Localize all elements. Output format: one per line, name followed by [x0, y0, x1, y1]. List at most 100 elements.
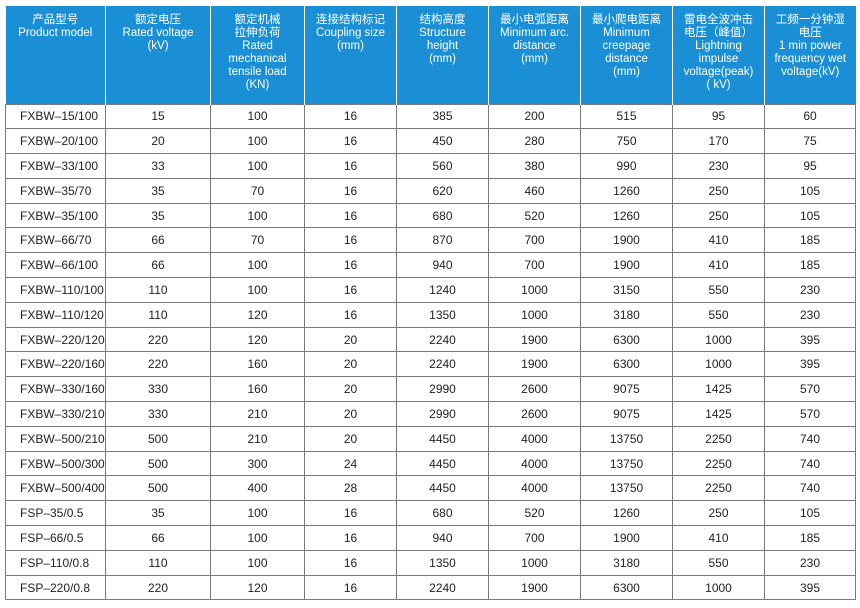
table-row: FSP–110/0.8 110 100 16 1350 1000 3180 550 230: [5, 549, 856, 576]
cell-lightning-impulse: 2250: [672, 450, 765, 477]
cell-model: FSP–110/0.8: [5, 549, 106, 576]
cell-lightning-impulse: 550: [672, 277, 765, 303]
cell-structure-height: 2240: [396, 351, 489, 378]
cell-lightning-impulse: 550: [672, 549, 765, 576]
header-rated-voltage: 额定电压 Rated voltage (kV): [105, 6, 211, 104]
cell-structure-height: 1240: [396, 277, 489, 303]
table-body: FXBW–15/100 15 100 16 385 200 515 95 60 FXBW–20/1…: [5, 103, 856, 601]
cell-model: FXBW–220/120: [5, 326, 106, 353]
cell-tensile-load: 400: [210, 475, 305, 502]
table-row: FXBW–330/160 330 160 20 2990 2600 9075 1425 570: [5, 376, 856, 403]
cell-arc-distance: 520: [488, 500, 581, 527]
cell-coupling-size: 16: [304, 103, 397, 130]
cell-lightning-impulse: 410: [672, 252, 765, 279]
cell-rated-voltage: 220: [105, 351, 211, 378]
header-lightning-impulse: 雷电全波冲击 电压（峰值） Lightning impulse voltage(…: [672, 6, 765, 104]
cell-arc-distance: 1000: [488, 549, 581, 576]
cell-structure-height: 2990: [396, 376, 489, 403]
cell-coupling-size: 20: [304, 376, 397, 403]
cell-creepage-distance: 1260: [580, 177, 673, 204]
cell-rated-voltage: 500: [105, 425, 211, 452]
cell-lightning-impulse: 550: [672, 301, 765, 328]
cell-model: FXBW–500/400: [5, 475, 106, 502]
cell-rated-voltage: 35: [105, 177, 211, 204]
cell-creepage-distance: 6300: [580, 326, 673, 353]
cell-tensile-load: 210: [210, 425, 305, 452]
cell-wet-voltage: 105: [764, 202, 856, 229]
cell-rated-voltage: 500: [105, 450, 211, 477]
cell-wet-voltage: 570: [764, 376, 856, 403]
table-row: FXBW–220/160 220 160 20 2240 1900 6300 1000 395: [5, 351, 856, 378]
cell-structure-height: 560: [396, 153, 489, 179]
table-row: FXBW–330/210 330 210 20 2990 2600 9075 1425 570: [5, 401, 856, 427]
cell-tensile-load: 210: [210, 401, 305, 427]
cell-tensile-load: 160: [210, 351, 305, 378]
cell-creepage-distance: 1260: [580, 500, 673, 527]
table-header: 产品型号 Product model 额定电压 Rated voltage (k…: [5, 6, 856, 104]
cell-creepage-distance: 3150: [580, 277, 673, 303]
table-row: FSP–66/0.5 66 100 16 940 700 1900 410 185: [5, 525, 856, 551]
cell-lightning-impulse: 1000: [672, 574, 765, 601]
cell-arc-distance: 1900: [488, 326, 581, 353]
cell-arc-distance: 700: [488, 252, 581, 279]
cell-coupling-size: 16: [304, 153, 397, 179]
cell-coupling-size: 20: [304, 425, 397, 452]
cell-tensile-load: 100: [210, 202, 305, 229]
cell-tensile-load: 100: [210, 252, 305, 279]
cell-arc-distance: 700: [488, 525, 581, 551]
table-row: FXBW–33/100 33 100 16 560 380 990 230 95: [5, 153, 856, 179]
table-row: FXBW–220/120 220 120 20 2240 1900 6300 1000 395: [5, 326, 856, 353]
cell-arc-distance: 1900: [488, 574, 581, 601]
cell-rated-voltage: 35: [105, 500, 211, 527]
cell-coupling-size: 16: [304, 202, 397, 229]
cell-coupling-size: 28: [304, 475, 397, 502]
cell-lightning-impulse: 230: [672, 153, 765, 179]
cell-structure-height: 680: [396, 202, 489, 229]
cell-model: FSP–66/0.5: [5, 525, 106, 551]
cell-arc-distance: 280: [488, 128, 581, 155]
cell-rated-voltage: 110: [105, 301, 211, 328]
cell-model: FXBW–66/100: [5, 252, 106, 279]
cell-structure-height: 620: [396, 177, 489, 204]
table-row: FXBW–35/100 35 100 16 680 520 1260 250 105: [5, 202, 856, 229]
cell-wet-voltage: 230: [764, 277, 856, 303]
cell-tensile-load: 100: [210, 500, 305, 527]
cell-tensile-load: 120: [210, 326, 305, 353]
cell-wet-voltage: 105: [764, 177, 856, 204]
cell-wet-voltage: 395: [764, 351, 856, 378]
cell-wet-voltage: 740: [764, 425, 856, 452]
cell-lightning-impulse: 95: [672, 103, 765, 130]
cell-rated-voltage: 66: [105, 227, 211, 254]
cell-wet-voltage: 185: [764, 252, 856, 279]
cell-arc-distance: 2600: [488, 376, 581, 403]
cell-creepage-distance: 6300: [580, 574, 673, 601]
cell-coupling-size: 16: [304, 128, 397, 155]
cell-rated-voltage: 110: [105, 549, 211, 576]
cell-wet-voltage: 185: [764, 227, 856, 254]
header-creepage-distance: 最小爬电距离 Minimum creepage distance (mm): [580, 6, 673, 104]
cell-structure-height: 385: [396, 103, 489, 130]
spec-table: 产品型号 Product model 额定电压 Rated voltage (k…: [5, 6, 856, 601]
cell-coupling-size: 16: [304, 227, 397, 254]
cell-wet-voltage: 60: [764, 103, 856, 130]
cell-creepage-distance: 515: [580, 103, 673, 130]
cell-structure-height: 2240: [396, 574, 489, 601]
cell-model: FSP–35/0.5: [5, 500, 106, 527]
cell-creepage-distance: 1900: [580, 227, 673, 254]
cell-tensile-load: 160: [210, 376, 305, 403]
cell-coupling-size: 20: [304, 326, 397, 353]
cell-rated-voltage: 66: [105, 252, 211, 279]
cell-model: FXBW–20/100: [5, 128, 106, 155]
table-row: FSP–35/0.5 35 100 16 680 520 1260 250 105: [5, 500, 856, 527]
cell-arc-distance: 460: [488, 177, 581, 204]
cell-rated-voltage: 220: [105, 574, 211, 601]
header-arc-distance: 最小电弧距离 Minimum arc. distance (mm): [488, 6, 581, 104]
cell-rated-voltage: 330: [105, 401, 211, 427]
cell-lightning-impulse: 1000: [672, 351, 765, 378]
cell-coupling-size: 16: [304, 500, 397, 527]
cell-creepage-distance: 3180: [580, 301, 673, 328]
table-row: FXBW–15/100 15 100 16 385 200 515 95 60: [5, 103, 856, 130]
cell-model: FXBW–110/120: [5, 301, 106, 328]
cell-lightning-impulse: 170: [672, 128, 765, 155]
header-wet-voltage: 工频一分钟湿 电压 1 min power frequency wet volt…: [764, 6, 856, 104]
